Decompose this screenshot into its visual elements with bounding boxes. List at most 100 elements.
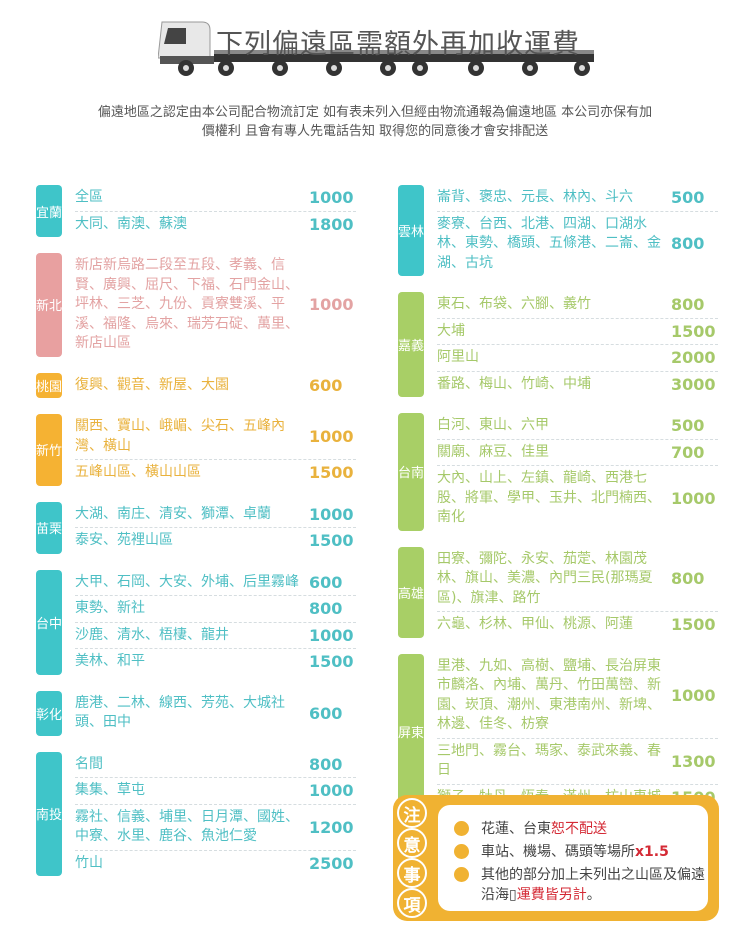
area-list: 關廟、麻豆、佳里 (437, 443, 549, 460)
region-group: 台南 白河、東山、六甲 500 關廟、麻豆、佳里 700 大內、山上、左鎮、龍崎、西港七股… (398, 413, 718, 531)
fee-amount: 500 (671, 416, 705, 436)
note-text: 其他的部分加上未列出之山區及偏遠沿海▯ (481, 867, 705, 903)
fee-row: 東石、布袋、六腳、義竹 800 (437, 292, 718, 319)
fee-amount: 800 (309, 599, 343, 619)
fee-row: 關廟、麻豆、佳里 700 (437, 440, 718, 466)
notes-label-char: 事 (397, 858, 427, 888)
fee-rows: 名間 800 集集、草屯 1000 霧社、信義、埔里、日月潭、國姓、中寮、水里、鹿谷、魚… (62, 752, 356, 877)
area-list: 霧社、信義、埔里、日月潭、國姓、中寮、水里、鹿谷、魚池仁愛 (75, 808, 299, 845)
area-list: 新店新烏路二段至五段、孝義、信賢、廣興、屈尺、下福、石門金山、坪林、三芝、九份、… (75, 257, 299, 351)
fee-amount: 600 (309, 703, 343, 723)
fee-rows: 大湖、南庄、清安、獅潭、卓蘭 1000 泰安、苑裡山區 1500 (62, 502, 356, 554)
fee-row: 大湖、南庄、清安、獅潭、卓蘭 1000 (75, 502, 356, 528)
fee-row: 大同、南澳、蘇澳 1800 (75, 212, 356, 238)
region-tag: 屏東 (398, 653, 424, 810)
truck-icon (158, 21, 594, 76)
bullet-icon (454, 867, 469, 882)
region-tag: 高雄 (398, 546, 424, 638)
note-suffix: 。 (586, 887, 601, 903)
area-list: 大埔 (437, 322, 465, 339)
fee-row: 鹿港、二林、線西、芳苑、大城社頭、田中 600 (75, 691, 356, 736)
region-tag: 台南 (398, 413, 424, 531)
note-highlight: x1.5 (635, 844, 669, 860)
area-list: 關西、寶山、峨嵋、尖石、五峰內灣、橫山 (75, 418, 285, 454)
bullet-icon (454, 844, 469, 859)
bullet-icon (454, 821, 469, 836)
region-group: 苗栗 大湖、南庄、清安、獅潭、卓蘭 1000 泰安、苑裡山區 1500 (36, 501, 356, 554)
region-tag: 彰化 (36, 690, 62, 736)
area-list: 大同、南澳、蘇澳 (75, 215, 187, 232)
fee-amount: 1000 (309, 781, 354, 801)
fee-row: 沙鹿、清水、梧棲、龍井 1000 (75, 623, 356, 649)
fee-row: 復興、觀音、新屋、大園 600 (75, 373, 356, 399)
fee-rows: 復興、觀音、新屋、大園 600 (62, 373, 356, 399)
fee-row: 大內、山上、左鎮、龍崎、西港七股、將軍、學甲、玉井、北門楠西、南化 1000 (437, 466, 718, 531)
fee-row: 三地門、霧台、瑪家、泰武來義、春日 1300 (437, 739, 718, 785)
fee-amount: 800 (671, 295, 705, 315)
fee-rows: 全區 1000 大同、南澳、蘇澳 1800 (62, 185, 356, 237)
note-highlight: 運費皆另計 (516, 887, 587, 903)
notes-label-char: 項 (397, 888, 427, 918)
area-list: 六龜、杉林、甲仙、桃源、阿蓮 (437, 616, 633, 632)
note-text: 車站、機場、碼頭等場所 (481, 844, 635, 860)
region-group: 桃園 復興、觀音、新屋、大園 600 (36, 372, 356, 399)
region-group: 宜蘭 全區 1000 大同、南澳、蘇澳 1800 (36, 185, 356, 237)
region-tag: 苗栗 (36, 501, 62, 554)
area-list: 三地門、霧台、瑪家、泰武來義、春日 (437, 742, 661, 779)
fee-amount: 1500 (671, 615, 716, 635)
fee-rows: 新店新烏路二段至五段、孝義、信賢、廣興、屈尺、下福、石門金山、坪林、三芝、九份、… (62, 253, 356, 357)
header: 下列偏遠區需額外再加收運費 偏遠地區之認定由本公司配合物流訂定 如有表未列入但經… (0, 0, 750, 150)
fee-row: 番路、梅山、竹崎、中埔 3000 (437, 372, 718, 398)
fee-amount: 1000 (309, 188, 354, 208)
fee-amount: 1300 (671, 751, 716, 771)
area-list: 東勢、新社 (75, 600, 145, 616)
fee-row: 竹山 2500 (75, 851, 356, 877)
region-group: 高雄 田寮、彌陀、永安、茄萣、林園茂林、旗山、美濃、內門三民(那瑪夏區)、旗津、路… (398, 546, 718, 638)
fee-rows: 東石、布袋、六腳、義竹 800 大埔 1500 阿里山 2000 番路、梅山、竹崎、中埔 30… (424, 292, 718, 397)
region-tag: 南投 (36, 751, 62, 876)
subtitle-line: 偏遠地區之認定由本公司配合物流訂定 如有表未列入但經由物流通報為偏遠地區 本公司… (97, 105, 653, 120)
area-list: 全區 (75, 189, 103, 205)
region-tag: 新北 (36, 253, 62, 357)
fee-amount: 3000 (671, 374, 716, 394)
area-list: 泰安、苑裡山區 (75, 532, 173, 548)
fee-rows: 大甲、石岡、大安、外埔、后里霧峰 600 東勢、新社 800 沙鹿、清水、梧棲、龍井 10… (62, 570, 356, 675)
fee-amount: 600 (309, 572, 343, 592)
fee-amount: 800 (671, 569, 705, 589)
region-tag: 嘉義 (398, 292, 424, 397)
fee-row: 關西、寶山、峨嵋、尖石、五峰內灣、橫山 1000 (75, 414, 356, 460)
fee-row: 美林、和平 1500 (75, 649, 356, 675)
region-group: 新竹 關西、寶山、峨嵋、尖石、五峰內灣、橫山 1000 五峰山區、橫山山區 1500 (36, 414, 356, 486)
area-list: 阿里山 (437, 349, 479, 365)
fee-row: 新店新烏路二段至五段、孝義、信賢、廣興、屈尺、下福、石門金山、坪林、三芝、九份、… (75, 253, 356, 357)
fee-amount: 2000 (671, 348, 716, 368)
area-list: 大甲、石岡、大安、外埔、后里霧峰 (75, 573, 299, 590)
fee-amount: 1500 (309, 463, 354, 483)
fee-amount: 1500 (671, 321, 716, 341)
fee-row: 集集、草屯 1000 (75, 778, 356, 805)
fee-row: 六龜、杉林、甲仙、桃源、阿蓮 1500 (437, 612, 718, 638)
fee-row: 大甲、石岡、大安、外埔、后里霧峰 600 (75, 570, 356, 596)
left-column: 宜蘭 全區 1000 大同、南澳、蘇澳 1800 新北 新店新烏路二段至五段、孝義、信賢、廣… (36, 185, 356, 892)
area-list: 崙背、褒忠、元長、林內、斗六 (437, 189, 633, 205)
fee-amount: 800 (671, 234, 705, 254)
region-tag: 台中 (36, 569, 62, 675)
region-tag: 新竹 (36, 414, 62, 486)
fee-rows: 關西、寶山、峨嵋、尖石、五峰內灣、橫山 1000 五峰山區、橫山山區 1500 (62, 414, 356, 486)
fee-amount: 1000 (309, 504, 354, 524)
area-list: 大內、山上、左鎮、龍崎、西港七股、將軍、學甲、玉井、北門楠西、南化 (437, 470, 661, 525)
fee-amount: 1200 (309, 817, 354, 837)
fee-row: 大埔 1500 (437, 319, 718, 345)
fee-row: 里港、九如、高樹、鹽埔、長治屏東市麟洛、內埔、萬丹、竹田萬巒、新園、崁頂、潮州、… (437, 654, 718, 739)
fee-amount: 1500 (309, 652, 354, 672)
note-item: 車站、機場、碼頭等場所x1.5 (454, 842, 708, 862)
area-list: 里港、九如、高樹、鹽埔、長治屏東市麟洛、內埔、萬丹、竹田萬巒、新園、崁頂、潮州、… (437, 657, 661, 733)
fee-row: 東勢、新社 800 (75, 596, 356, 623)
area-list: 大湖、南庄、清安、獅潭、卓蘭 (75, 505, 271, 522)
area-list: 名間 (75, 755, 103, 772)
fee-amount: 1000 (309, 427, 354, 446)
region-group: 屏東 里港、九如、高樹、鹽埔、長治屏東市麟洛、內埔、萬丹、竹田萬巒、新園、崁頂、潮… (398, 653, 718, 810)
fee-rows: 白河、東山、六甲 500 關廟、麻豆、佳里 700 大內、山上、左鎮、龍崎、西港七股、將… (424, 413, 718, 531)
region-group: 南投 名間 800 集集、草屯 1000 霧社、信義、埔里、日月潭、國姓、中寮、水里、鹿谷… (36, 751, 356, 877)
area-list: 竹山 (75, 854, 103, 871)
